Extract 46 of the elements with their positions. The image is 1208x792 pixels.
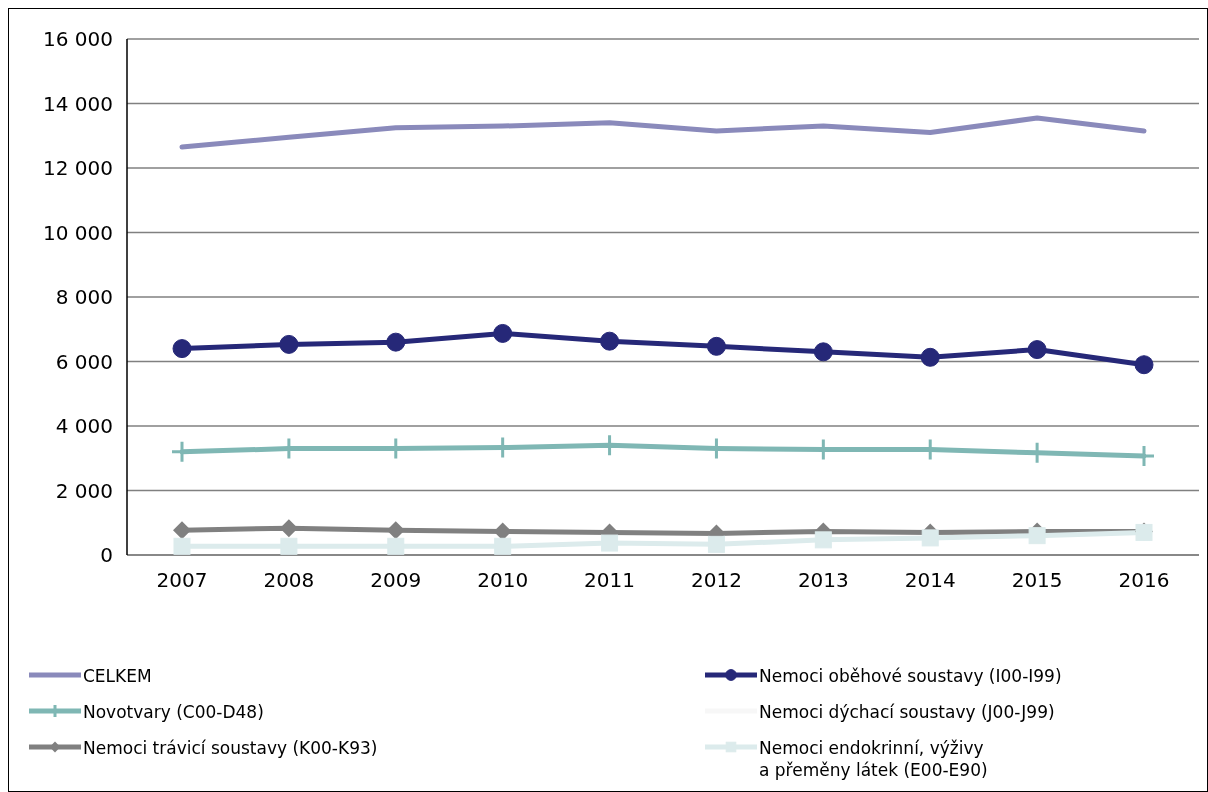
point [1134, 355, 1154, 375]
y-tick-label: 16 000 [43, 27, 113, 52]
point [494, 537, 512, 555]
point [600, 331, 620, 351]
point [172, 339, 192, 359]
y-tick-label: 2 000 [55, 478, 113, 503]
point [601, 534, 619, 552]
legend-label: Nemoci oběhové soustavy (I00-I99) [759, 665, 1062, 687]
point [173, 537, 191, 555]
point [1027, 340, 1047, 360]
point [814, 531, 832, 549]
point [173, 521, 191, 540]
point [386, 332, 406, 352]
point [920, 347, 940, 367]
point [707, 535, 725, 553]
point [386, 521, 405, 540]
y-tick-label: 4 000 [55, 414, 113, 439]
point [493, 323, 513, 343]
x-tick-label: 2008 [263, 568, 315, 593]
point [280, 537, 298, 555]
y-tick-label: 10 000 [43, 220, 113, 245]
legend-label: Nemoci trávicí soustavy (K00-K93) [83, 737, 378, 759]
point [813, 342, 833, 362]
legend-label: Novotvary (C00-D48) [83, 701, 264, 723]
point [279, 334, 299, 354]
y-tick-label: 14 000 [43, 91, 113, 116]
x-tick-label: 2014 [904, 568, 956, 593]
x-tick-label: 2011 [584, 568, 636, 593]
legend-label: Nemoci endokrinní, výživy a přeměny látek (E00-E90) [759, 737, 988, 781]
point [921, 529, 939, 547]
point [387, 537, 405, 555]
point [706, 336, 726, 356]
y-tick-label: 8 000 [55, 285, 113, 310]
x-tick-label: 2015 [1011, 568, 1063, 593]
x-tick-label: 2016 [1118, 568, 1170, 593]
point [1028, 527, 1046, 545]
y-tick-label: 0 [100, 543, 113, 568]
x-tick-label: 2010 [477, 568, 529, 593]
legend-label: Nemoci dýchací soustavy (J00-J99) [759, 701, 1055, 723]
x-tick-label: 2009 [370, 568, 422, 593]
legend-label: CELKEM [83, 665, 152, 687]
y-tick-label: 6 000 [55, 349, 113, 374]
y-tick-label: 12 000 [43, 156, 113, 181]
x-tick-label: 2013 [797, 568, 849, 593]
x-tick-label: 2012 [690, 568, 742, 593]
x-tick-label: 2007 [156, 568, 208, 593]
